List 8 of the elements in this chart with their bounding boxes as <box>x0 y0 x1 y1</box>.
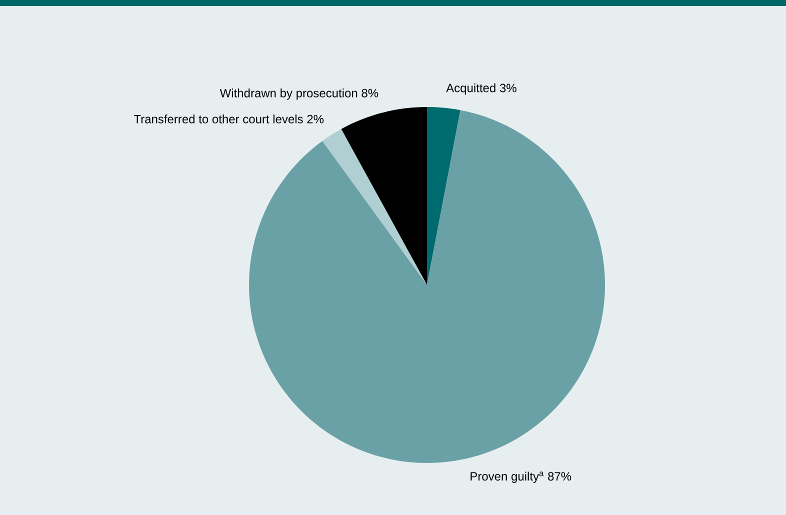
data-label: 3% <box>500 84 516 92</box>
slice-label: Transferred to other court levels <box>134 114 303 124</box>
data-label: 2% <box>307 114 324 124</box>
slice-label: Acquitted <box>446 83 496 95</box>
data-label: 87% <box>548 472 572 481</box>
slice-label: Withdrawn by prosecution <box>220 88 358 100</box>
slice-label: Proven guilty$^{a}$ <box>470 472 544 483</box>
data-label: 8% <box>362 88 378 98</box>
